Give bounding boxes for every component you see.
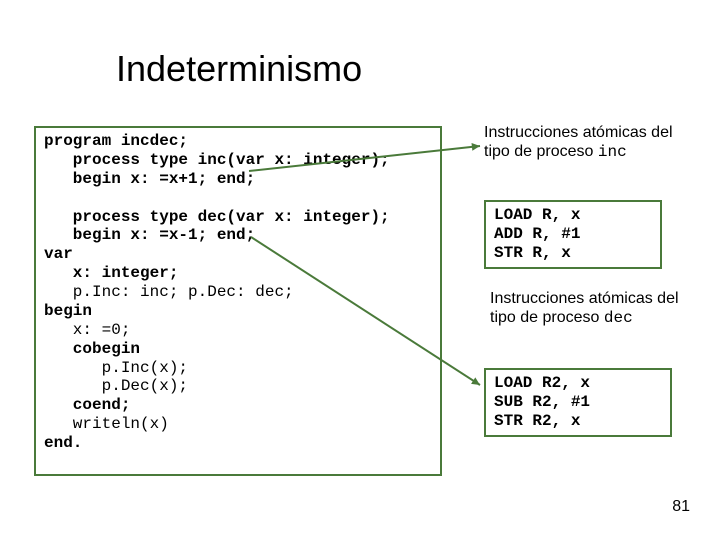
- slide-title: Indeterminismo: [116, 48, 362, 90]
- code-box: program incdec; process type inc(var x: …: [34, 126, 442, 476]
- asm-box-dec: LOAD R2, x SUB R2, #1 STR R2, x: [484, 368, 672, 437]
- note-inc-text: Instrucciones atómicas del tipo de proce…: [484, 124, 673, 160]
- note-dec-code: dec: [604, 309, 633, 327]
- note-inc: Instrucciones atómicas del tipo de proce…: [484, 124, 694, 162]
- asm-box-inc: LOAD R, x ADD R, #1 STR R, x: [484, 200, 662, 269]
- note-dec: Instrucciones atómicas del tipo de proce…: [490, 290, 700, 328]
- page-number: 81: [672, 498, 690, 516]
- asm-dec: LOAD R2, x SUB R2, #1 STR R2, x: [494, 374, 662, 431]
- note-dec-text: Instrucciones atómicas del tipo de proce…: [490, 290, 679, 326]
- asm-inc: LOAD R, x ADD R, #1 STR R, x: [494, 206, 652, 263]
- note-inc-code: inc: [598, 143, 627, 161]
- code-listing: program incdec; process type inc(var x: …: [44, 132, 432, 453]
